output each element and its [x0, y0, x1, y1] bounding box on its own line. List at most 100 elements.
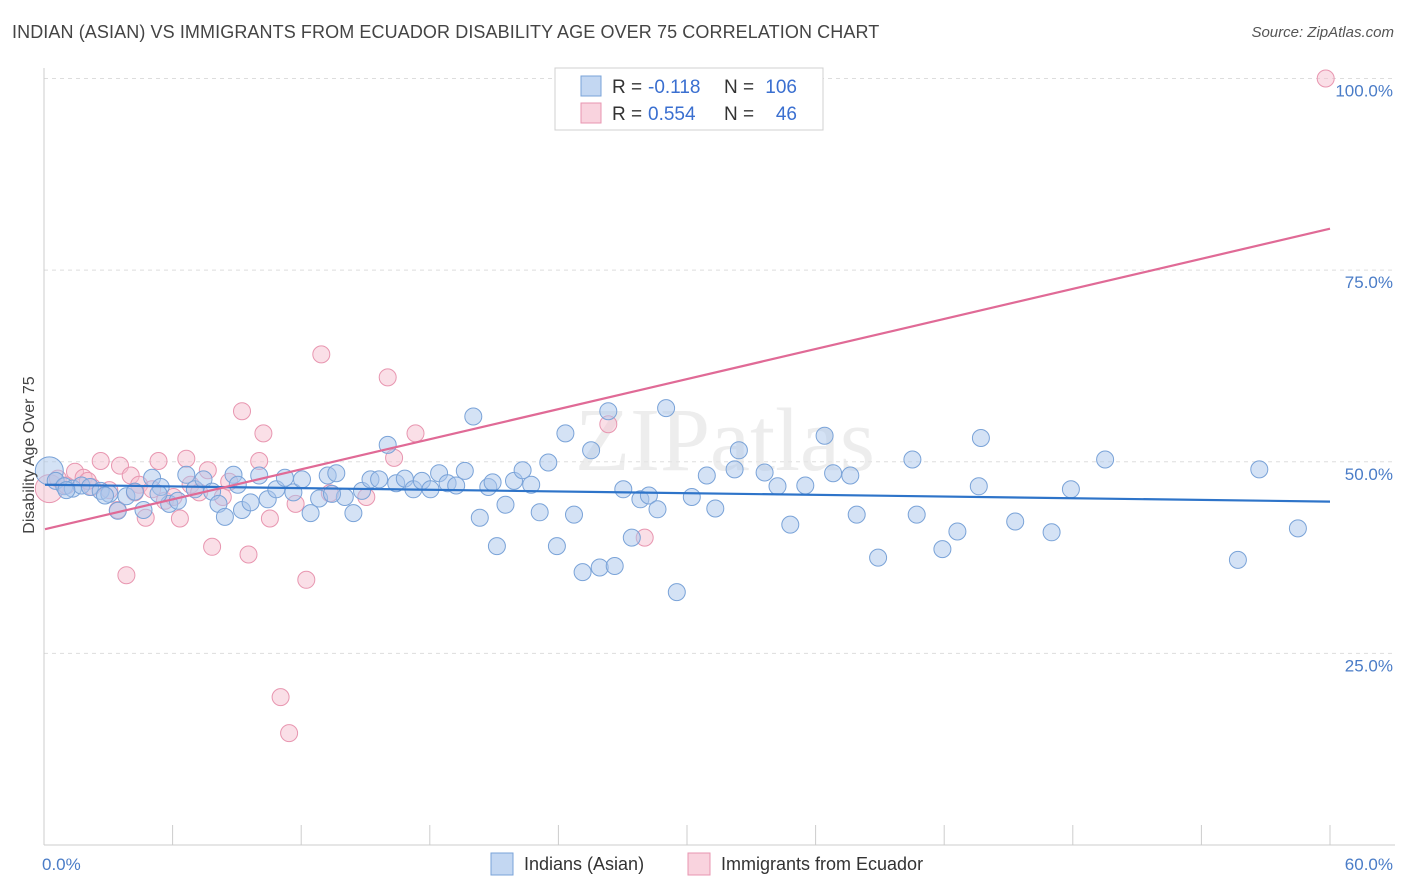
data-point — [312, 345, 331, 364]
data-point — [96, 486, 114, 505]
data-point — [378, 368, 397, 387]
legend-swatch-blue — [490, 852, 514, 876]
source-label: Source: ZipAtlas.com — [1251, 24, 1394, 41]
legend-bottom: Indians (Asian) Immigrants from Ecuador — [490, 852, 923, 876]
legend-r-value: -0.118 — [648, 77, 700, 98]
data-point — [969, 477, 988, 496]
trend-line-blue — [44, 483, 1331, 503]
legend-r-label: R = — [612, 77, 642, 98]
data-point — [903, 450, 922, 469]
data-point — [177, 449, 196, 468]
data-point — [1096, 450, 1115, 469]
data-point — [370, 470, 389, 489]
data-point — [203, 537, 222, 556]
data-point — [796, 476, 815, 495]
data-point — [565, 505, 583, 524]
data-point — [280, 724, 299, 743]
legend-n-label: N = — [724, 104, 754, 125]
trend-lines — [44, 227, 1331, 531]
legend-r-value: 0.554 — [648, 104, 696, 125]
data-point — [1006, 512, 1025, 531]
data-point — [260, 509, 279, 528]
data-point — [168, 491, 187, 510]
legend-label: Indians (Asian) — [524, 854, 644, 874]
data-point — [464, 407, 483, 426]
x-tick-labels: 0.0% 60.0% — [42, 855, 1393, 874]
data-point — [755, 463, 774, 482]
data-point — [948, 522, 967, 541]
data-point — [327, 464, 346, 483]
data-point — [706, 499, 725, 518]
data-point — [483, 473, 502, 492]
data-point — [614, 480, 633, 499]
y-tick-label: 25.0% — [1345, 656, 1393, 675]
y-axis-title: Disability Age Over 75 — [21, 376, 38, 534]
data-point — [667, 583, 686, 602]
data-point — [556, 424, 575, 443]
data-point — [297, 570, 316, 589]
legend-n-value: 106 — [765, 77, 797, 98]
data-point — [117, 566, 136, 585]
data-point — [271, 688, 290, 707]
data-point — [530, 503, 549, 522]
y-tick-label: 50.0% — [1345, 465, 1393, 484]
data-point — [582, 441, 601, 460]
legend-n-value: 46 — [776, 104, 797, 125]
data-point — [239, 545, 258, 564]
data-point — [539, 453, 558, 472]
legend-r-label: R = — [612, 104, 642, 125]
data-point — [971, 429, 990, 447]
x-tick-label-max: 60.0% — [1345, 855, 1393, 874]
data-point — [768, 477, 787, 496]
data-point — [729, 441, 748, 460]
y-tick-label: 100.0% — [1335, 82, 1393, 101]
series-indians-asian — [34, 399, 1307, 602]
data-point — [697, 466, 716, 485]
data-point — [639, 486, 658, 505]
data-point — [1061, 480, 1080, 499]
data-point — [1042, 523, 1061, 542]
trend-line-pink — [44, 227, 1331, 531]
data-point — [1288, 519, 1307, 538]
data-point — [815, 426, 834, 445]
legend-swatch-pink — [580, 102, 602, 124]
data-point — [170, 509, 189, 528]
data-point — [254, 424, 273, 443]
data-point — [487, 537, 506, 556]
data-point — [470, 508, 489, 527]
data-point — [1316, 69, 1335, 88]
data-point — [406, 424, 425, 443]
data-point — [241, 493, 260, 512]
data-point — [547, 537, 566, 556]
legend-swatch-pink — [687, 852, 711, 876]
data-point — [1228, 550, 1247, 569]
data-point — [781, 515, 800, 534]
data-point — [648, 500, 667, 519]
y-tick-labels: 25.0% 50.0% 75.0% 100.0% — [1335, 82, 1393, 676]
data-point — [125, 482, 144, 501]
x-tick-label-min: 0.0% — [42, 855, 81, 874]
data-point — [599, 402, 618, 421]
legend-swatch-blue — [580, 75, 602, 97]
data-point — [522, 475, 541, 494]
data-point — [177, 465, 196, 484]
data-point — [847, 505, 866, 524]
data-point — [293, 470, 311, 489]
data-point — [657, 399, 676, 418]
legend-label: Immigrants from Ecuador — [721, 854, 923, 874]
legend-n-label: N = — [724, 77, 754, 98]
data-point — [455, 461, 474, 480]
axes — [43, 68, 1395, 846]
data-point — [605, 557, 624, 575]
data-point — [301, 504, 320, 523]
legend-top: R = -0.118 N = 106 R = 0.554 N = 46 — [554, 67, 824, 131]
data-point — [682, 488, 701, 506]
data-point — [91, 452, 110, 470]
grid-lines — [44, 78, 1395, 654]
data-point — [447, 476, 466, 495]
data-point — [841, 466, 860, 485]
data-point — [233, 402, 251, 421]
data-point — [622, 528, 641, 547]
data-point — [215, 507, 234, 526]
